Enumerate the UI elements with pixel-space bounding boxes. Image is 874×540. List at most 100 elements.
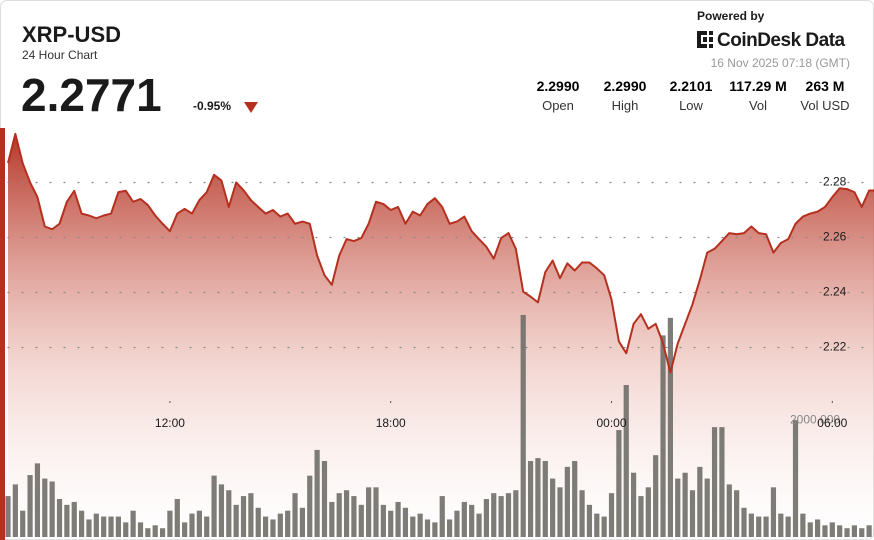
volume-bar xyxy=(27,475,33,537)
volume-bar xyxy=(101,516,107,537)
volume-bar xyxy=(623,385,629,537)
volume-bar xyxy=(130,510,136,537)
volume-bar xyxy=(726,484,732,537)
stat-value: 2.2101 xyxy=(669,78,713,94)
volume-bar xyxy=(866,525,872,537)
volume-bar xyxy=(778,513,784,537)
volume-bar xyxy=(123,522,129,537)
price: 2.2771 xyxy=(21,69,162,121)
stat-value: 2.2990 xyxy=(536,78,580,94)
volume-bar xyxy=(366,487,372,537)
y-tick-label: 2.28 xyxy=(823,175,847,189)
volume-bar xyxy=(255,507,261,537)
stat: 263 M Vol USD xyxy=(792,78,858,113)
volume-bar xyxy=(454,510,460,537)
x-tick-label: 06:00 xyxy=(817,416,847,430)
x-tick-label: 12:00 xyxy=(155,416,185,430)
volume-bar xyxy=(704,478,710,537)
stat-label: High xyxy=(611,98,639,113)
volume-bar xyxy=(719,427,725,537)
volume-bar xyxy=(491,493,497,537)
volume-bar xyxy=(498,496,504,537)
volume-bar xyxy=(351,496,357,537)
volume-bar xyxy=(594,513,600,537)
volume-bar xyxy=(542,461,548,537)
stat-label: Open xyxy=(542,98,574,113)
title: XRP-USD xyxy=(22,22,122,47)
volume-bar xyxy=(535,458,541,537)
volume-bar xyxy=(557,487,563,537)
volume-bar xyxy=(579,490,585,537)
volume-bar xyxy=(550,478,556,537)
volume-bar xyxy=(292,493,298,537)
volume-bar xyxy=(307,475,313,537)
volume-bar xyxy=(145,528,151,537)
volume-bar xyxy=(689,490,696,537)
volume-bar xyxy=(734,490,740,537)
accent-bar xyxy=(0,128,5,540)
x-tick-label: 00:00 xyxy=(597,416,627,430)
stat-value: 2.2990 xyxy=(603,78,647,94)
volume-bar xyxy=(182,522,188,537)
volume-bar xyxy=(476,513,482,537)
volume-bar xyxy=(586,504,593,537)
volume-bar xyxy=(608,493,615,537)
volume-bar xyxy=(616,430,622,537)
stat-value: 117.29 M xyxy=(729,78,787,94)
volume-bar xyxy=(380,504,386,537)
volume-bar xyxy=(277,513,283,537)
volume-bar xyxy=(851,525,857,537)
stat-label: Vol USD xyxy=(800,98,850,113)
volume-bar xyxy=(638,496,644,537)
volume-bar xyxy=(79,510,85,537)
volume-bar xyxy=(469,504,475,537)
timestamp: 16 Nov 2025 07:18 (GMT) xyxy=(710,56,850,70)
volume-bar xyxy=(12,484,18,537)
volume-bar xyxy=(93,513,99,537)
y2-tick-label: 2000.000 xyxy=(790,412,840,426)
volume-bar xyxy=(631,472,637,537)
volume-bar xyxy=(159,528,166,537)
volume-bar xyxy=(748,513,754,537)
volume-bar xyxy=(34,463,41,537)
volume-bar xyxy=(108,516,114,537)
volume-bar xyxy=(756,516,762,537)
volume-bar xyxy=(815,519,821,537)
stat: 2.2990 Open xyxy=(525,78,591,113)
volume-bar xyxy=(211,475,217,537)
volume-bar xyxy=(20,510,26,537)
volume-bar xyxy=(527,461,534,537)
volume-bar xyxy=(520,314,526,537)
volume-bar xyxy=(5,496,11,537)
powered-by: Powered by xyxy=(697,9,765,23)
volume-bar xyxy=(711,427,718,537)
volume-bar xyxy=(174,499,180,537)
stat: 117.29 M Vol xyxy=(725,78,791,113)
volume-bar xyxy=(402,507,409,537)
volume-bar xyxy=(697,466,703,537)
volume-bar xyxy=(675,478,681,537)
price-area xyxy=(8,133,874,540)
volume-bar xyxy=(763,516,769,537)
stat-label: Vol xyxy=(748,98,768,113)
volume-bar xyxy=(844,528,850,537)
y-tick-label: 2.24 xyxy=(823,285,847,299)
volume-bar xyxy=(343,490,350,537)
volume-bar xyxy=(505,493,512,537)
volume-bar xyxy=(417,513,423,537)
volume-bar xyxy=(513,490,519,537)
volume-bar xyxy=(792,420,799,537)
change: -0.95% xyxy=(193,99,232,113)
subtitle: 24 Hour Chart xyxy=(22,48,98,62)
price-line xyxy=(7,132,874,374)
volume-bar xyxy=(189,513,195,537)
volume-bar xyxy=(270,519,276,537)
volume-bar xyxy=(741,507,747,537)
volume-bar xyxy=(667,317,673,537)
stat-value: 263 M xyxy=(805,78,845,94)
volume-bar xyxy=(226,490,232,537)
volume-bar xyxy=(71,501,77,537)
volume-bar xyxy=(785,516,791,537)
volume-bar xyxy=(439,496,445,537)
